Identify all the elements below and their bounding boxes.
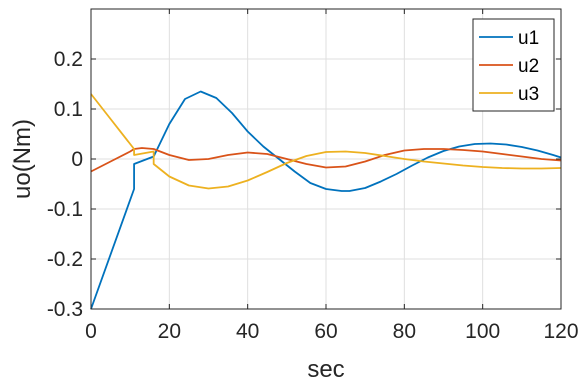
y-axis-label: uo(Nm)	[9, 119, 36, 199]
x-axis-ticks: 0 20 40 60 80 100 120	[85, 9, 579, 343]
x-tick-label: 20	[158, 320, 181, 343]
y-tick-label: -0.2	[47, 248, 83, 271]
legend: u1 u2 u3	[472, 18, 555, 112]
x-tick-label: 80	[393, 320, 416, 343]
x-tick-label: 40	[236, 320, 259, 343]
x-axis-label: sec	[307, 356, 344, 383]
y-tick-label: -0.3	[47, 298, 83, 321]
series-group	[90, 90, 562, 310]
y-axis-ticks: -0.3 -0.2 -0.1 0 0.1 0.2	[47, 48, 561, 321]
x-tick-label: 0	[85, 320, 97, 343]
series-line-u1	[90, 90, 562, 310]
x-tick-label: 60	[314, 320, 337, 343]
legend-label-u1: u1	[518, 28, 539, 49]
legend-label-u2: u2	[518, 56, 539, 77]
series-line-u3	[90, 93, 562, 190]
x-tick-label: 120	[543, 320, 578, 343]
y-tick-label: 0.1	[54, 98, 83, 121]
y-tick-label: 0	[71, 148, 83, 171]
series-line-u2	[90, 147, 562, 173]
legend-label-u3: u3	[518, 84, 539, 105]
y-tick-label: -0.1	[47, 198, 83, 221]
x-tick-label: 100	[465, 320, 500, 343]
y-tick-label: 0.2	[54, 48, 83, 71]
